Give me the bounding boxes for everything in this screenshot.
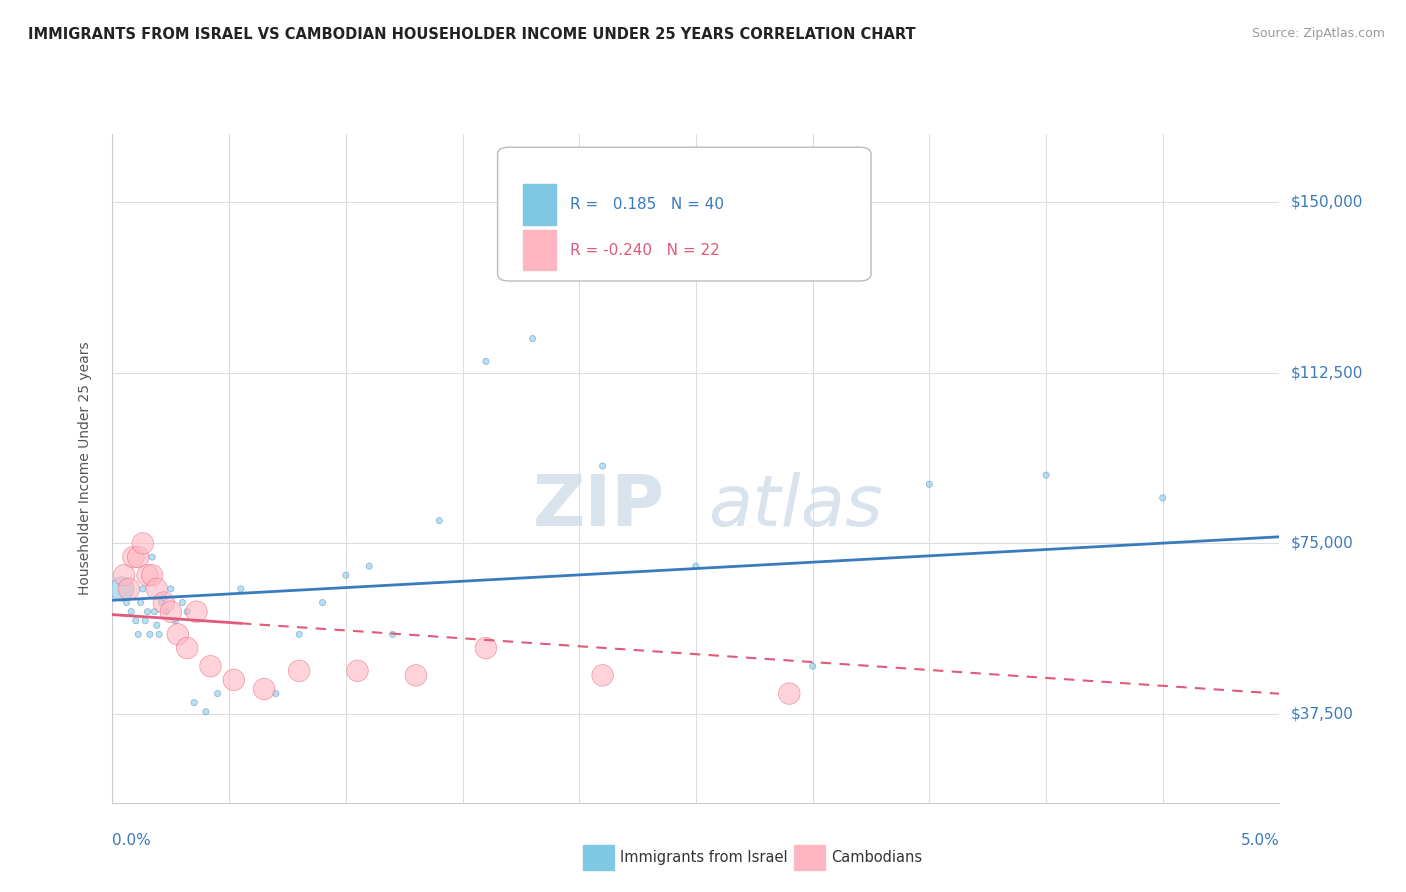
Point	[111, 582, 134, 596]
Point	[1035, 468, 1057, 483]
Point	[118, 582, 141, 596]
Point	[139, 627, 162, 641]
Point	[143, 605, 166, 619]
Point	[288, 664, 311, 678]
Point	[475, 354, 498, 368]
Point	[150, 596, 173, 610]
Text: Immigrants from Israel: Immigrants from Israel	[620, 850, 787, 864]
Point	[129, 596, 152, 610]
Point	[132, 536, 155, 550]
Point	[427, 514, 450, 528]
Point	[381, 627, 404, 641]
Text: $75,000: $75,000	[1291, 536, 1354, 551]
Text: Source: ZipAtlas.com: Source: ZipAtlas.com	[1251, 27, 1385, 40]
Point	[222, 673, 245, 687]
Point	[346, 664, 368, 678]
Point	[172, 596, 194, 610]
Point	[176, 605, 198, 619]
Point	[134, 614, 156, 628]
Text: ZIP: ZIP	[533, 473, 665, 541]
Point	[127, 627, 149, 641]
Point	[685, 559, 707, 574]
Point	[127, 549, 149, 564]
Point	[207, 687, 229, 701]
Text: atlas: atlas	[707, 473, 882, 541]
Point	[112, 568, 135, 582]
Point	[146, 618, 169, 632]
Point	[311, 596, 333, 610]
Point	[801, 659, 824, 673]
Point	[120, 605, 142, 619]
Point	[141, 568, 163, 582]
Point	[522, 332, 544, 346]
Point	[592, 458, 614, 473]
Text: 0.0%: 0.0%	[112, 833, 152, 848]
Bar	[523, 185, 555, 225]
Point	[153, 591, 176, 605]
Point	[1152, 491, 1174, 505]
Point	[778, 687, 800, 701]
Point	[475, 641, 498, 656]
Point	[155, 605, 177, 619]
Point	[918, 477, 941, 491]
Point	[176, 641, 198, 656]
Point	[125, 614, 148, 628]
Point	[160, 582, 183, 596]
Text: $112,500: $112,500	[1291, 365, 1362, 380]
Point	[200, 659, 222, 673]
Point	[592, 668, 614, 682]
Text: R = -0.240   N = 22: R = -0.240 N = 22	[569, 243, 720, 258]
Point	[405, 668, 427, 682]
Point	[115, 596, 138, 610]
Point	[141, 549, 163, 564]
Point	[264, 687, 287, 701]
Point	[229, 582, 252, 596]
Point	[146, 582, 169, 596]
Point	[165, 614, 187, 628]
Point	[186, 605, 208, 619]
Point	[122, 549, 145, 564]
Point	[194, 705, 217, 719]
Text: IMMIGRANTS FROM ISRAEL VS CAMBODIAN HOUSEHOLDER INCOME UNDER 25 YEARS CORRELATIO: IMMIGRANTS FROM ISRAEL VS CAMBODIAN HOUS…	[28, 27, 915, 42]
Point	[160, 605, 183, 619]
Text: R =   0.185   N = 40: R = 0.185 N = 40	[569, 197, 724, 212]
Text: Cambodians: Cambodians	[831, 850, 922, 864]
Text: 5.0%: 5.0%	[1240, 833, 1279, 848]
Y-axis label: Householder Income Under 25 years: Householder Income Under 25 years	[77, 342, 91, 595]
Text: $37,500: $37,500	[1291, 706, 1354, 722]
Point	[153, 596, 176, 610]
Point	[335, 568, 357, 582]
Point	[288, 627, 311, 641]
Bar	[523, 230, 555, 270]
Point	[136, 568, 159, 582]
Point	[148, 627, 170, 641]
Point	[136, 605, 159, 619]
Point	[359, 559, 381, 574]
Point	[253, 681, 276, 696]
Point	[166, 627, 188, 641]
FancyBboxPatch shape	[498, 147, 870, 281]
Text: $150,000: $150,000	[1291, 194, 1362, 210]
Point	[183, 696, 205, 710]
Point	[132, 582, 155, 596]
